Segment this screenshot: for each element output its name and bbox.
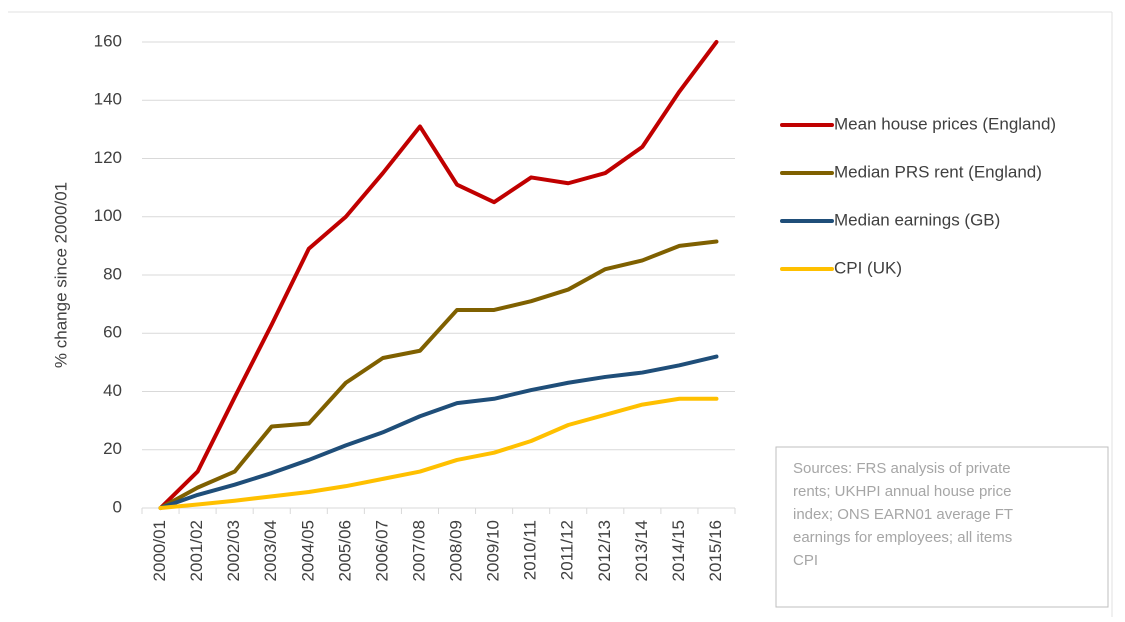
x-tick-label: 2010/11 (521, 520, 540, 580)
x-tick-label: 2013/14 (632, 520, 651, 581)
legend-label: CPI (UK) (834, 258, 902, 277)
series-line (158, 354, 719, 510)
x-tick-label: 2011/12 (558, 520, 577, 580)
source-note: index; ONS EARN01 average FT (793, 506, 1013, 523)
x-tick-label: 2000/01 (150, 520, 169, 581)
legend-label: Mean house prices (England) (834, 114, 1056, 133)
legend-label: Median earnings (GB) (834, 210, 1000, 229)
source-note: rents; UKHPI annual house price (793, 483, 1011, 500)
y-tick-label: 0 (113, 497, 122, 516)
x-tick-label: 2006/07 (372, 520, 391, 581)
y-tick-label: 160 (94, 31, 122, 50)
source-note: earnings for employees; all items (793, 529, 1012, 546)
source-note: Sources: FRS analysis of private (793, 460, 1011, 477)
y-tick-label: 20 (103, 439, 122, 458)
x-tick-label: 2003/04 (261, 520, 280, 581)
y-tick-label: 100 (94, 206, 122, 225)
x-tick-label: 2005/06 (335, 520, 354, 581)
series-line (158, 239, 719, 510)
x-tick-label: 2002/03 (224, 520, 243, 581)
series-line (158, 396, 719, 510)
y-tick-label: 80 (103, 264, 122, 283)
y-tick-label: 120 (94, 148, 122, 167)
series-line (158, 40, 719, 510)
y-tick-label: 140 (94, 90, 122, 109)
legend-label: Median PRS rent (England) (834, 162, 1042, 181)
x-tick-label: 2014/15 (669, 520, 688, 581)
x-tick-label: 2004/05 (298, 520, 317, 581)
y-axis-label: % change since 2000/01 (51, 182, 70, 368)
x-tick-label: 2001/02 (187, 520, 206, 581)
x-tick-label: 2012/13 (595, 520, 614, 581)
x-tick-label: 2015/16 (706, 520, 725, 581)
x-tick-label: 2009/10 (484, 520, 503, 581)
source-note: CPI (793, 552, 818, 569)
x-tick-label: 2008/09 (447, 520, 466, 581)
x-tick-label: 2007/08 (409, 520, 428, 581)
y-tick-label: 60 (103, 323, 122, 342)
source-box (775, 446, 1109, 608)
y-tick-label: 40 (103, 381, 122, 400)
